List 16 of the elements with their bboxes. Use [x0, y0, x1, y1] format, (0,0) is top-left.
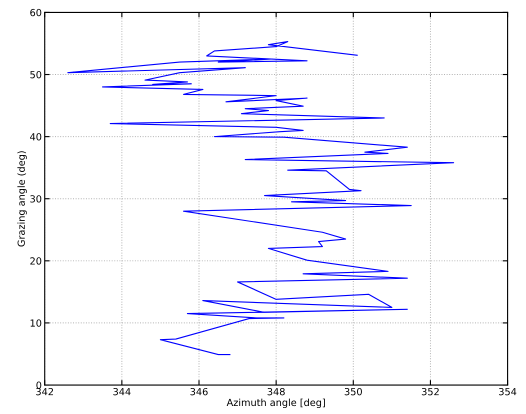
- y-tick-label: 20: [30, 257, 42, 265]
- y-tick-label: 40: [30, 133, 42, 140]
- line-series: [67, 41, 454, 356]
- x-tick-label: 348: [268, 388, 285, 396]
- x-tick-label: 342: [36, 388, 54, 396]
- y-tick-label: 10: [30, 319, 42, 327]
- x-tick-label: 352: [422, 388, 439, 396]
- x-tick-label: 344: [113, 388, 131, 396]
- y-tick-label: 60: [30, 8, 42, 16]
- x-axis-title: Azimuth angle [deg]: [226, 398, 325, 408]
- y-tick-label: 30: [30, 195, 42, 203]
- x-tick-label: 354: [499, 388, 516, 396]
- x-tick-label: 350: [344, 388, 362, 396]
- y-tick-label: 50: [30, 71, 42, 78]
- y-axis-title: Grazing angle (deg): [17, 151, 27, 247]
- x-tick-label: 346: [190, 388, 208, 396]
